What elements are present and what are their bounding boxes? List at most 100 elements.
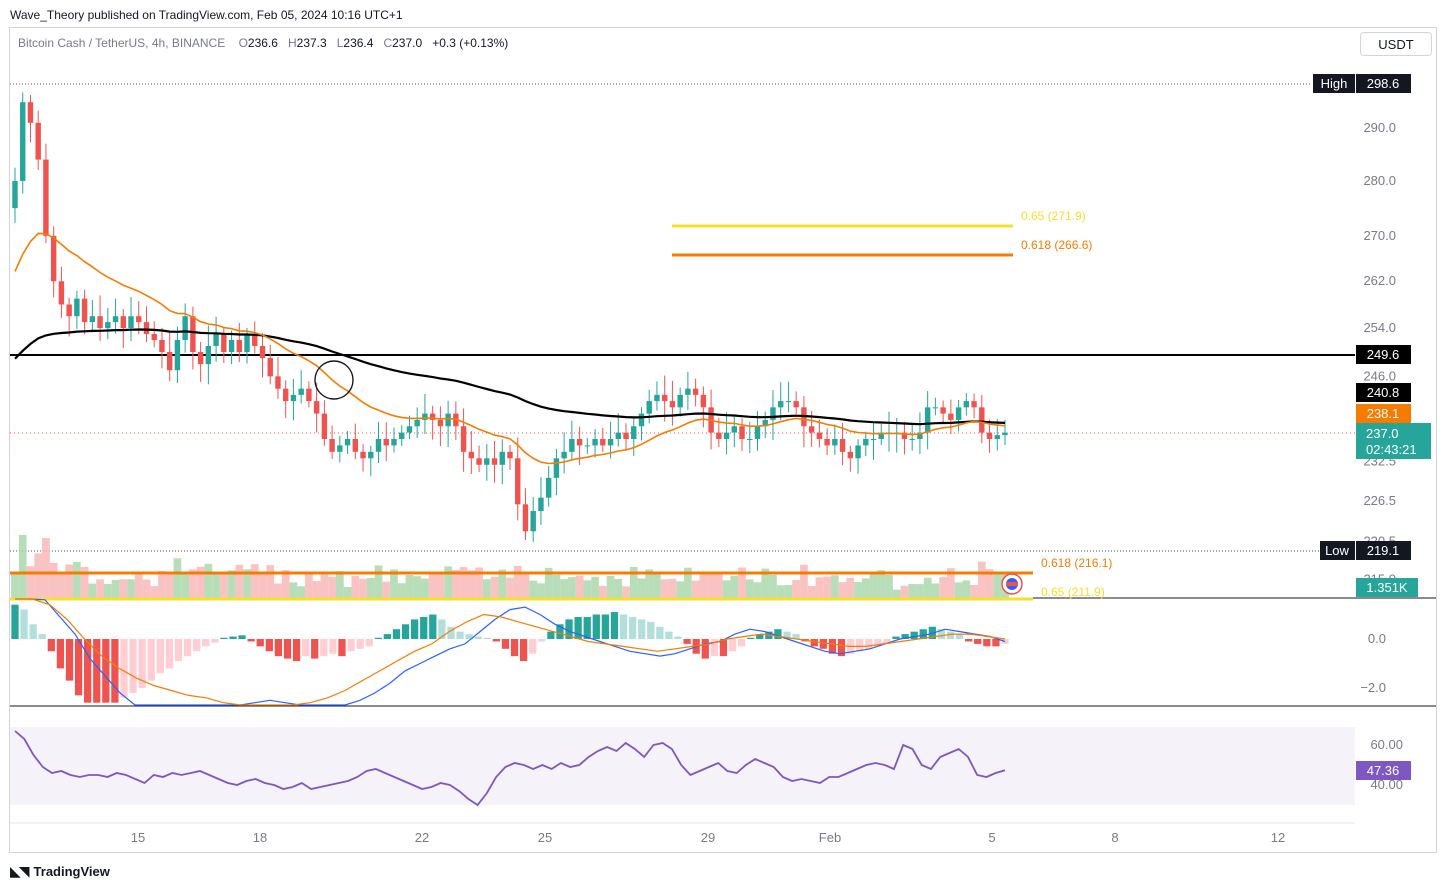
- candle-body: [816, 432, 823, 439]
- last-price-tag-bg: [1356, 423, 1431, 459]
- candle-body: [940, 407, 946, 414]
- volume-bar: [181, 572, 190, 598]
- macd-hist-bar: [11, 604, 19, 639]
- candle-body: [406, 426, 413, 433]
- candle-body: [414, 419, 420, 427]
- volume-bar: [11, 572, 19, 598]
- macd-line: [15, 598, 1006, 706]
- volume-bar: [745, 579, 754, 598]
- volume-bar: [165, 572, 174, 598]
- candle-body: [422, 413, 428, 420]
- candle-body: [646, 401, 652, 414]
- flag-icon[interactable]: [1001, 573, 1023, 595]
- volume-bar: [900, 585, 909, 598]
- candle-body: [692, 388, 699, 395]
- candle-body: [337, 445, 343, 452]
- macd-hist-bar: [429, 614, 437, 639]
- volume-bar: [328, 576, 336, 598]
- cross-circle-annotation[interactable]: [314, 360, 354, 400]
- macd-hist-bar: [193, 639, 201, 652]
- candle-body: [561, 451, 567, 459]
- macd-pane[interactable]: [11, 598, 1009, 706]
- symbol-title[interactable]: Bitcoin Cash / TetherUS, 4h, BINANCE: [18, 36, 226, 50]
- legend-change: +0.3 (+0.13%): [432, 36, 509, 50]
- volume-bar: [444, 566, 452, 598]
- volume-bar: [738, 567, 746, 598]
- macd-hist-bar: [556, 624, 564, 639]
- macd-hist-bar: [383, 634, 392, 639]
- legend-low: 236.4: [343, 36, 374, 50]
- volume-bar: [103, 583, 112, 598]
- low-tag-label: Low: [1325, 543, 1349, 558]
- candle-body: [468, 451, 475, 459]
- macd-hist-bar: [292, 639, 301, 662]
- candle-body: [685, 388, 691, 395]
- rsi-tag-value: 47.36: [1367, 763, 1400, 778]
- macd-hist-bar: [865, 639, 873, 649]
- currency-button[interactable]: USDT: [1360, 32, 1432, 56]
- volume-bar: [80, 566, 89, 598]
- macd-hist-bar: [983, 639, 991, 647]
- volume-bar: [289, 582, 298, 598]
- candle-body: [932, 407, 939, 409]
- candle-body: [832, 438, 838, 446]
- volume-bar: [629, 566, 638, 598]
- macd-hist-bar: [492, 639, 501, 642]
- candle-body: [352, 438, 359, 452]
- rsi-line[interactable]: [14, 730, 1006, 807]
- macd-hist-bar: [411, 619, 419, 639]
- legend-low-label: L: [336, 36, 344, 50]
- macd-hist-bar: [819, 639, 827, 649]
- volume-bar: [830, 575, 839, 598]
- candles[interactable]: [12, 92, 1008, 543]
- candle-body: [306, 388, 312, 402]
- macd-hist-bar: [501, 639, 510, 649]
- macd-hist-bar: [565, 619, 573, 639]
- candle-body: [986, 432, 993, 439]
- candle-body: [994, 435, 1000, 439]
- volume-bar: [954, 582, 963, 598]
- ema200-line[interactable]: [14, 328, 1006, 426]
- candle-body: [50, 235, 57, 282]
- candle-body: [112, 316, 119, 323]
- volume-bar: [684, 567, 692, 598]
- macd-hist-bar: [919, 629, 927, 639]
- ema200-tag-bg: [1356, 383, 1411, 402]
- macd-hist-bar: [992, 639, 1000, 647]
- macd-tick-label: −2.0: [1360, 680, 1386, 695]
- volume-bar: [366, 577, 375, 598]
- candle-body: [538, 497, 544, 512]
- volume-bar: [668, 578, 677, 598]
- macd-hist-bar: [910, 631, 918, 639]
- candle-body: [484, 458, 490, 465]
- ema50-line[interactable]: [14, 232, 1006, 465]
- macd-hist-bar: [165, 639, 174, 669]
- macd-hist-bar: [365, 639, 373, 647]
- macd-hist-bar: [347, 639, 355, 652]
- macd-hist-bar: [47, 639, 55, 652]
- macd-hist-bar: [474, 636, 482, 639]
- volume-bar: [622, 586, 630, 598]
- time-axis[interactable]: 15 18 22 25 29 Feb 5 8 12: [131, 830, 1285, 845]
- candle-body: [89, 316, 96, 323]
- macd-hist-bar: [610, 612, 619, 639]
- volume-bar: [707, 572, 715, 598]
- candle-body: [321, 413, 328, 439]
- volume-bar: [382, 581, 391, 598]
- volume-bar: [119, 579, 128, 598]
- rsi-tick-label: 40.00: [1370, 777, 1403, 792]
- volume-bar: [962, 580, 971, 598]
- candle-body: [700, 394, 707, 408]
- volume-bar: [854, 582, 862, 598]
- candle-body: [530, 511, 536, 532]
- volume-bar: [730, 575, 739, 598]
- volume-bar: [65, 564, 74, 598]
- candle-body: [437, 419, 444, 427]
- volume-bar: [792, 579, 801, 598]
- volume-bar: [96, 579, 104, 598]
- brand-logo[interactable]: ◣◥ TradingView: [10, 863, 110, 880]
- macd-hist-bar: [38, 634, 46, 639]
- macd-hist-bar: [747, 637, 755, 639]
- macd-hist-bar: [274, 639, 283, 657]
